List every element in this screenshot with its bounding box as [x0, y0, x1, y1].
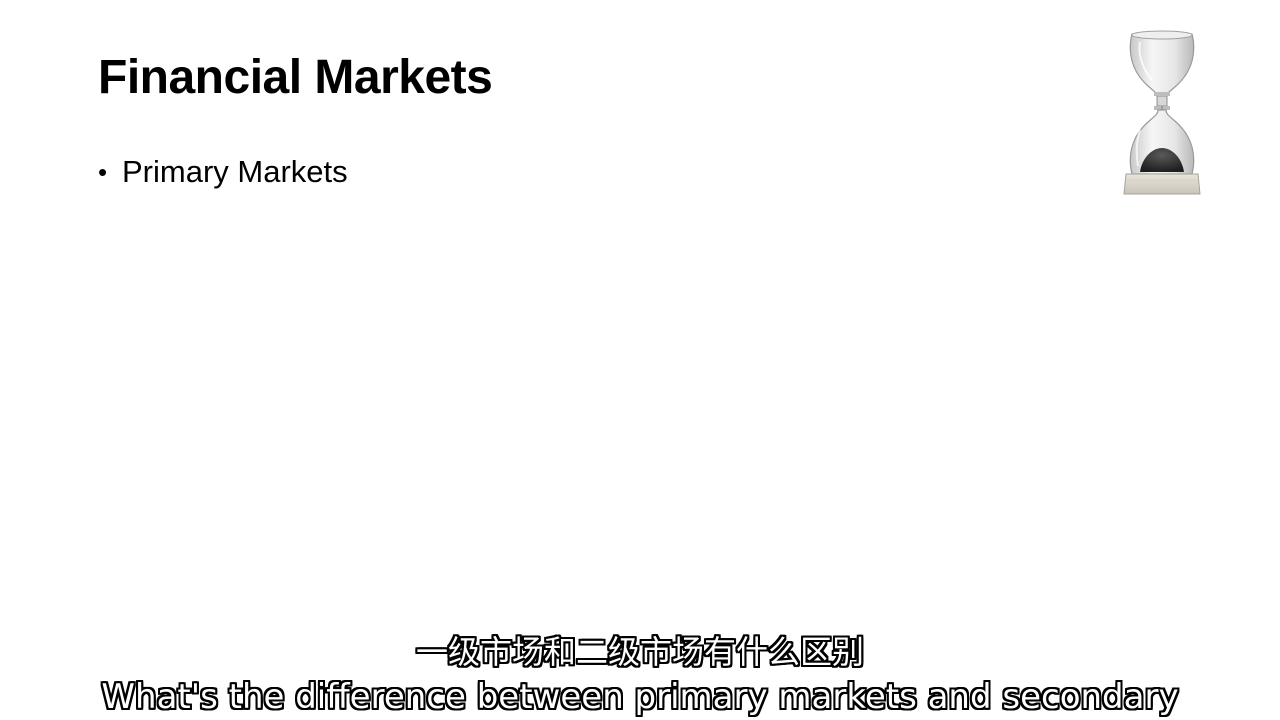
- bullet-list: • Primary Markets: [98, 150, 348, 194]
- bullet-text: Primary Markets: [122, 154, 348, 189]
- hourglass-icon: [1123, 30, 1201, 195]
- bullet-marker: •: [98, 157, 108, 187]
- slide-title: Financial Markets: [98, 51, 493, 104]
- subtitle-english: What's the difference between primary ma…: [101, 677, 1179, 717]
- subtitle-chinese: 一级市场和二级市场有什么区别: [415, 633, 864, 671]
- bullet-item-primary-markets: • Primary Markets: [98, 150, 348, 194]
